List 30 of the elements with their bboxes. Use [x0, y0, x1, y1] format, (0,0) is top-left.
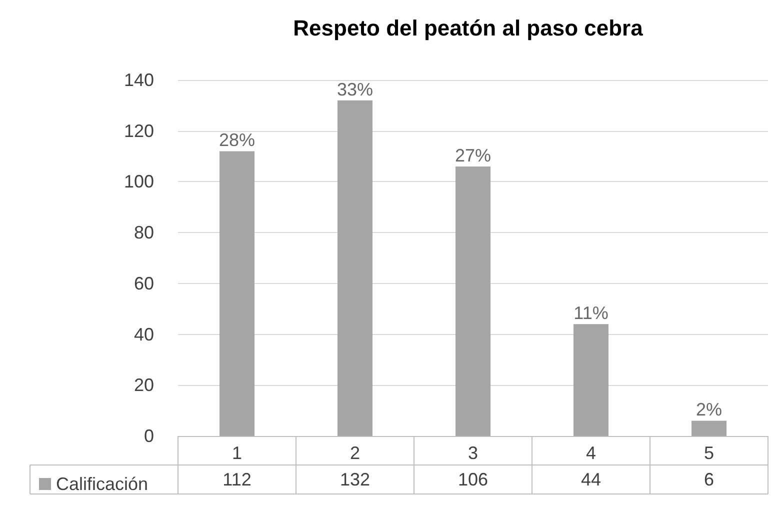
bar	[220, 151, 254, 436]
x-tick-label: 3	[468, 443, 478, 463]
bar	[338, 100, 372, 436]
data-label: 6	[704, 470, 714, 490]
data-label: 112	[222, 470, 252, 490]
y-tick-label: 100	[124, 172, 154, 192]
bar	[692, 420, 726, 436]
bar	[574, 324, 608, 436]
y-tick-label: 140	[124, 70, 154, 90]
annotation: 2%	[696, 400, 722, 420]
y-tick-label: 40	[134, 324, 154, 344]
data-label: 44	[580, 470, 602, 490]
x-tick-label: 1	[232, 443, 242, 463]
y-tick-label: 80	[134, 222, 154, 243]
annotation: 27%	[454, 145, 492, 166]
data-label: 106	[458, 470, 488, 490]
y-tick-label: 120	[124, 120, 154, 141]
annotation: 11%	[574, 303, 608, 324]
y-tick-label: 20	[134, 375, 154, 396]
chart-title: Respeto del peatón al paso cebra	[293, 16, 644, 40]
annotation: 28%	[218, 130, 256, 150]
x-tick-label: 2	[350, 443, 360, 463]
annotation: 33%	[336, 79, 374, 100]
data-label: 132	[340, 470, 370, 490]
x-tick-label: 4	[586, 443, 596, 463]
bar	[456, 166, 490, 436]
y-tick-label: 0	[144, 426, 154, 446]
x-tick-label: 5	[704, 443, 714, 463]
y-tick-label: 60	[134, 273, 154, 294]
legend-label: Calificación	[56, 474, 148, 494]
